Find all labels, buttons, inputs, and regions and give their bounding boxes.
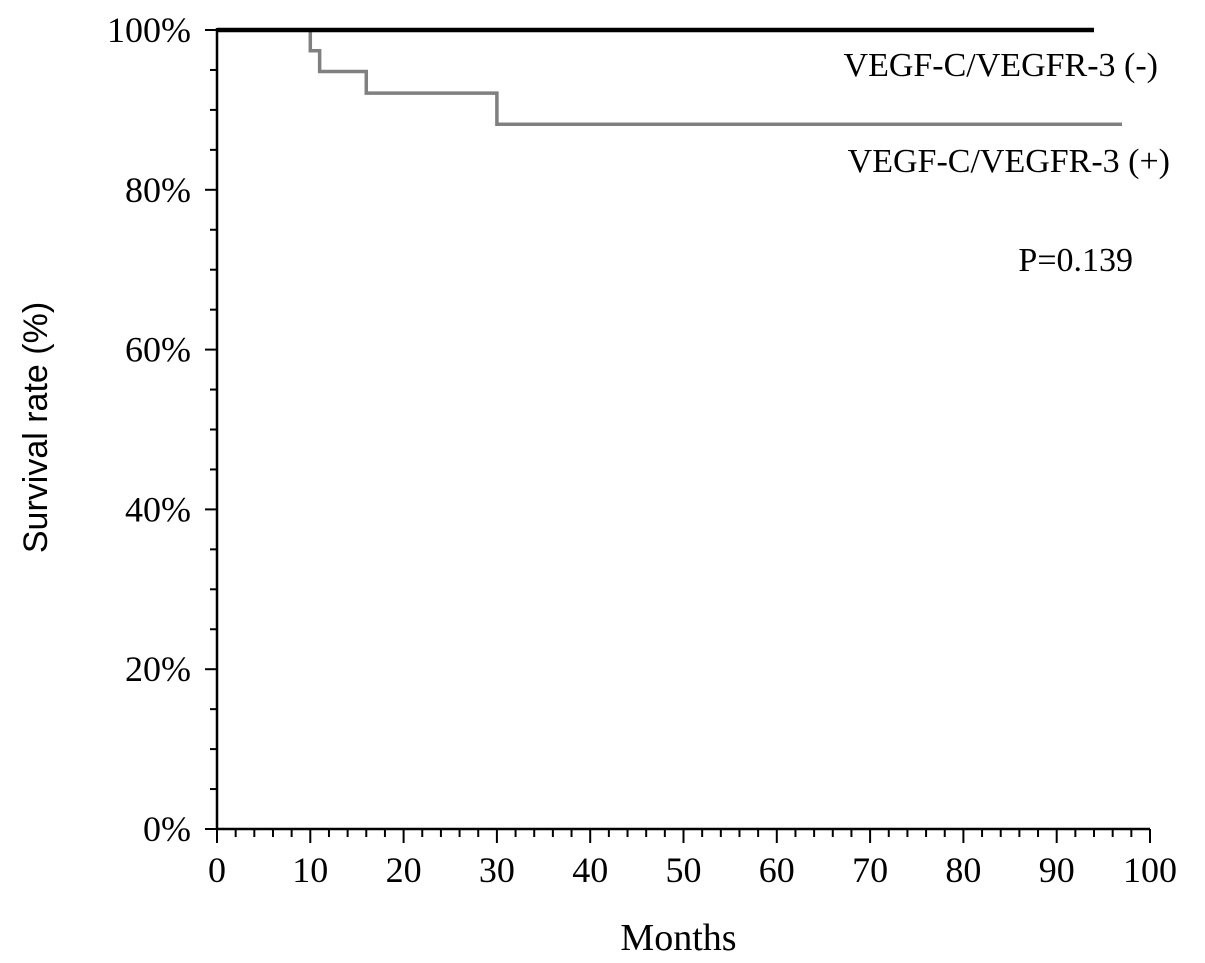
x-tick-label: 30 — [479, 850, 515, 890]
y-axis-ticks: 0% 20% 40% 60% 80% 100% — [107, 10, 217, 849]
series-layer — [217, 27, 1123, 127]
y-tick-label: 100% — [107, 10, 191, 50]
x-tick-label: 0 — [208, 850, 226, 890]
series-label-negative: VEGF-C/VEGFR-3 (-) — [844, 47, 1158, 84]
x-tick-label: 60 — [759, 850, 795, 890]
x-tick-label: 20 — [386, 850, 422, 890]
x-axis-label: Months — [620, 917, 736, 959]
y-tick-label: 80% — [125, 170, 191, 210]
x-tick-label: 50 — [666, 850, 702, 890]
x-tick-label: 40 — [572, 850, 608, 890]
y-tick-label: 0% — [143, 809, 191, 849]
x-tick-label: 90 — [1039, 850, 1075, 890]
x-tick-label: 100 — [1123, 850, 1177, 890]
series-curve-1 — [217, 28, 1123, 127]
y-axis-label: Survival rate (%) — [17, 302, 55, 553]
x-tick-label: 80 — [945, 850, 981, 890]
y-tick-label: 60% — [125, 330, 191, 370]
x-tick-label: 70 — [852, 850, 888, 890]
y-tick-label: 40% — [125, 489, 191, 529]
series-label-positive: VEGF-C/VEGFR-3 (+) — [848, 143, 1170, 180]
p-value-annotation: P=0.139 — [1018, 242, 1133, 279]
x-tick-label: 10 — [292, 850, 328, 890]
y-tick-label: 20% — [125, 649, 191, 689]
x-axis-ticks: 0 10 20 30 40 50 60 70 80 90 100 — [208, 829, 1177, 890]
